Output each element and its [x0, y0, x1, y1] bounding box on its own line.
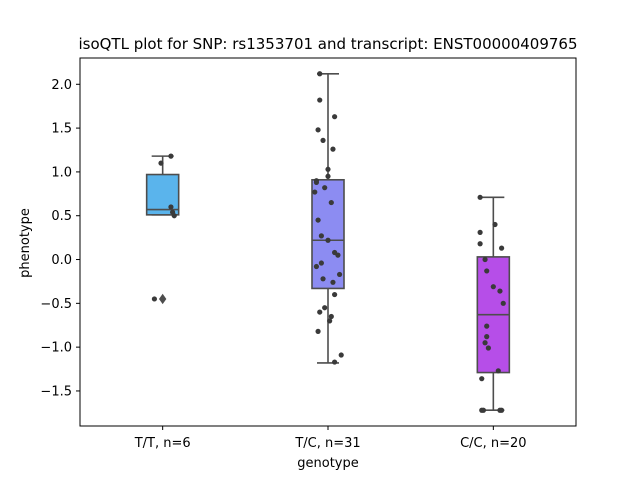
y-tick-label: −0.5	[40, 297, 72, 312]
x-tick-label: T/T, n=6	[134, 436, 191, 451]
x-tick-label: C/C, n=20	[460, 436, 526, 451]
data-point	[315, 127, 321, 133]
data-point	[497, 288, 503, 294]
data-point	[500, 300, 506, 306]
data-point	[330, 146, 336, 152]
data-point	[328, 199, 334, 206]
data-point	[325, 173, 331, 179]
data-point	[332, 114, 338, 120]
y-tick-label: 2.0	[51, 78, 72, 93]
box-iqr	[145, 173, 180, 216]
y-tick-label: −1.5	[40, 384, 72, 399]
data-point	[477, 194, 483, 200]
data-point	[317, 71, 323, 77]
data-point	[482, 256, 488, 263]
data-point	[479, 376, 485, 382]
data-point	[484, 323, 490, 329]
data-point	[485, 345, 491, 351]
data-point	[336, 271, 343, 278]
data-point	[484, 334, 490, 340]
y-tick-label: 1.0	[51, 165, 72, 180]
y-tick-label: 0.5	[51, 209, 72, 224]
x-axis-label: genotype	[297, 456, 358, 471]
y-tick-label: 0.0	[51, 253, 72, 268]
data-point	[490, 284, 496, 290]
data-point	[168, 153, 174, 159]
y-tick-label: 1.5	[51, 122, 72, 137]
data-point	[499, 245, 505, 251]
chart-title: isoQTL plot for SNP: rs1353701 and trans…	[78, 35, 577, 53]
data-point	[332, 291, 338, 298]
data-point	[312, 189, 318, 195]
data-point	[328, 313, 334, 320]
x-tick-label: T/C, n=31	[294, 436, 360, 451]
data-point	[325, 237, 331, 243]
data-point	[327, 318, 333, 324]
data-point	[477, 229, 483, 235]
data-point	[482, 340, 488, 346]
data-point	[480, 407, 487, 413]
data-point	[484, 268, 490, 274]
data-point	[158, 160, 164, 166]
data-point	[151, 296, 157, 302]
data-point	[330, 279, 336, 285]
data-point	[315, 328, 321, 334]
y-tick-label: −1.0	[40, 341, 72, 356]
data-point	[477, 241, 483, 247]
data-point	[492, 221, 498, 228]
box-iqr	[311, 178, 345, 290]
data-point	[322, 185, 328, 191]
data-point	[317, 309, 323, 315]
data-point	[171, 213, 177, 219]
data-point	[338, 352, 344, 358]
data-point	[320, 276, 326, 282]
plot-area: −1.5 −1.0 −0.5 0.0 0.5 1.0 1.5 2.0 T/T, n=6 T/C, …	[40, 57, 577, 451]
data-point	[320, 137, 326, 143]
data-point	[325, 166, 331, 172]
data-point	[318, 233, 324, 239]
data-point	[168, 204, 174, 210]
data-point	[322, 305, 328, 311]
data-point	[315, 217, 321, 223]
data-point	[335, 252, 341, 258]
data-point	[313, 263, 320, 270]
data-point	[313, 179, 320, 186]
outlier-marker	[158, 293, 167, 305]
data-point	[318, 260, 324, 266]
data-point	[332, 359, 338, 365]
data-point	[317, 97, 323, 103]
data-point	[495, 368, 501, 374]
y-axis-label: phenotype	[18, 208, 33, 278]
data-point	[499, 407, 505, 413]
